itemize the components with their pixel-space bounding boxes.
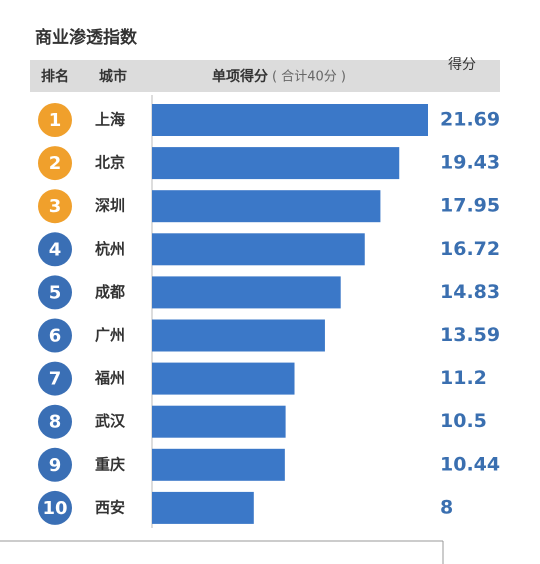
value-label: 10.44 — [440, 453, 500, 475]
value-label: 21.69 — [440, 109, 500, 131]
rank-badge — [38, 404, 72, 439]
rank-label: 1 — [49, 110, 62, 131]
rank-badge — [38, 146, 72, 181]
rank-label: 6 — [49, 326, 62, 347]
value-label: 13.59 — [440, 324, 500, 346]
header-score: 单项得分 — [212, 68, 268, 85]
rank-badge — [38, 103, 72, 137]
header-city: 城市 — [99, 68, 127, 85]
rank-badge — [38, 318, 72, 353]
rank-badge — [38, 490, 72, 525]
header-value: 得分 — [448, 56, 476, 73]
rank-label: 4 — [49, 239, 62, 260]
city-label: 北京 — [95, 154, 125, 172]
header-bar — [30, 60, 500, 92]
city-label: 武汉 — [95, 412, 126, 430]
rank-label: 5 — [49, 282, 62, 303]
city-label: 广州 — [95, 326, 125, 344]
value-label: 10.5 — [440, 410, 487, 432]
city-label: 重庆 — [95, 455, 125, 473]
bar — [152, 491, 254, 524]
bar — [152, 233, 365, 266]
city-label: 成都 — [95, 283, 125, 301]
rank-badge — [38, 232, 72, 267]
rank-label: 3 — [49, 196, 62, 217]
rank-label: 7 — [49, 369, 62, 390]
rank-label: 8 — [49, 412, 62, 433]
city-label: 杭州 — [95, 240, 125, 258]
rank-badge — [38, 189, 72, 224]
city-label: 上海 — [95, 111, 125, 129]
rank-badge — [38, 361, 72, 396]
bar — [152, 405, 286, 438]
bar — [152, 190, 381, 223]
value-label: 16.72 — [440, 238, 500, 260]
bar — [152, 362, 295, 395]
value-label: 11.2 — [440, 367, 487, 389]
rank-badge — [38, 275, 72, 310]
bar — [152, 104, 428, 136]
bar — [152, 448, 285, 481]
bar — [152, 276, 341, 309]
rank-label: 9 — [49, 455, 62, 476]
rank-label: 10 — [42, 498, 67, 519]
bar — [152, 319, 325, 352]
header-note: ( 合计40分 ) — [272, 70, 346, 85]
rank-badge — [38, 447, 72, 482]
value-label: 14.83 — [440, 281, 500, 303]
value-label: 19.43 — [440, 152, 500, 174]
rank-label: 2 — [49, 153, 62, 174]
header-rank: 排名 — [41, 68, 69, 85]
value-label: 8 — [440, 496, 453, 518]
bar — [152, 147, 400, 180]
city-label: 深圳 — [95, 197, 125, 215]
value-label: 17.95 — [440, 195, 500, 217]
city-label: 西安 — [95, 498, 125, 516]
city-label: 福州 — [94, 369, 125, 387]
chart-title: 商业渗透指数 — [35, 27, 138, 48]
